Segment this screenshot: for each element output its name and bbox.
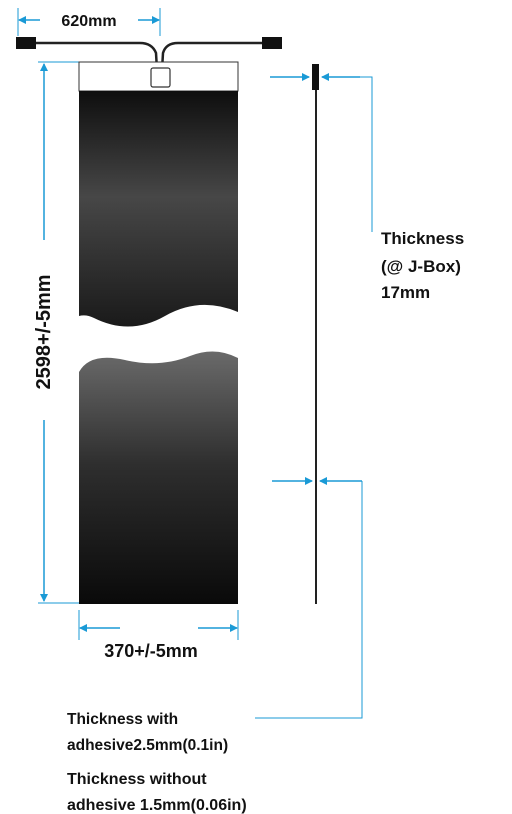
- jbox-thickness-line-3: 17mm: [381, 283, 430, 302]
- jbox-thickness-label: Thickness (@ J-Box) 17mm: [381, 229, 469, 302]
- cables: [16, 37, 282, 71]
- side-profile: [312, 64, 319, 604]
- junction-box-icon: [150, 67, 171, 88]
- cable-right: [160, 41, 262, 71]
- without-adhesive-line-2: adhesive 1.5mm(0.06in): [67, 797, 247, 814]
- connector-left-icon: [16, 37, 36, 49]
- jbox-profile-icon: [312, 64, 319, 90]
- jbox-thickness-callout: Thickness (@ J-Box) 17mm: [270, 73, 469, 302]
- panel-length-label: 2598+/-5mm: [33, 274, 55, 389]
- solar-panel: [78, 61, 239, 604]
- jbox-leader-line: [360, 76, 373, 232]
- panel-width-dimension: 370+/-5mm: [78, 610, 239, 661]
- cable-width-label: 620mm: [61, 13, 116, 30]
- panel-length-dimension: 2598+/-5mm: [33, 61, 80, 604]
- panel-width-label: 370+/-5mm: [104, 641, 198, 661]
- without-adhesive-line-1: Thickness without: [67, 771, 207, 788]
- thickness-with-adhesive-label: Thickness with adhesive2.5mm(0.1in): [67, 711, 228, 754]
- with-adhesive-line-1: Thickness with: [67, 711, 178, 728]
- with-adhesive-line-2: adhesive2.5mm(0.1in): [67, 737, 228, 754]
- adhesive-leader-line: [255, 481, 363, 719]
- jbox-thickness-line-1: Thickness: [381, 229, 464, 248]
- adhesive-thickness-callout: [255, 477, 363, 719]
- panel-lower-section: [79, 351, 238, 604]
- cable-left: [36, 41, 159, 71]
- thickness-without-adhesive-label: Thickness without adhesive 1.5mm(0.06in): [67, 771, 247, 814]
- cable-width-dimension: 620mm: [17, 8, 161, 36]
- connector-right-icon: [262, 37, 282, 49]
- jbox-thickness-line-2: (@ J-Box): [381, 257, 461, 276]
- panel-upper-section: [79, 91, 238, 327]
